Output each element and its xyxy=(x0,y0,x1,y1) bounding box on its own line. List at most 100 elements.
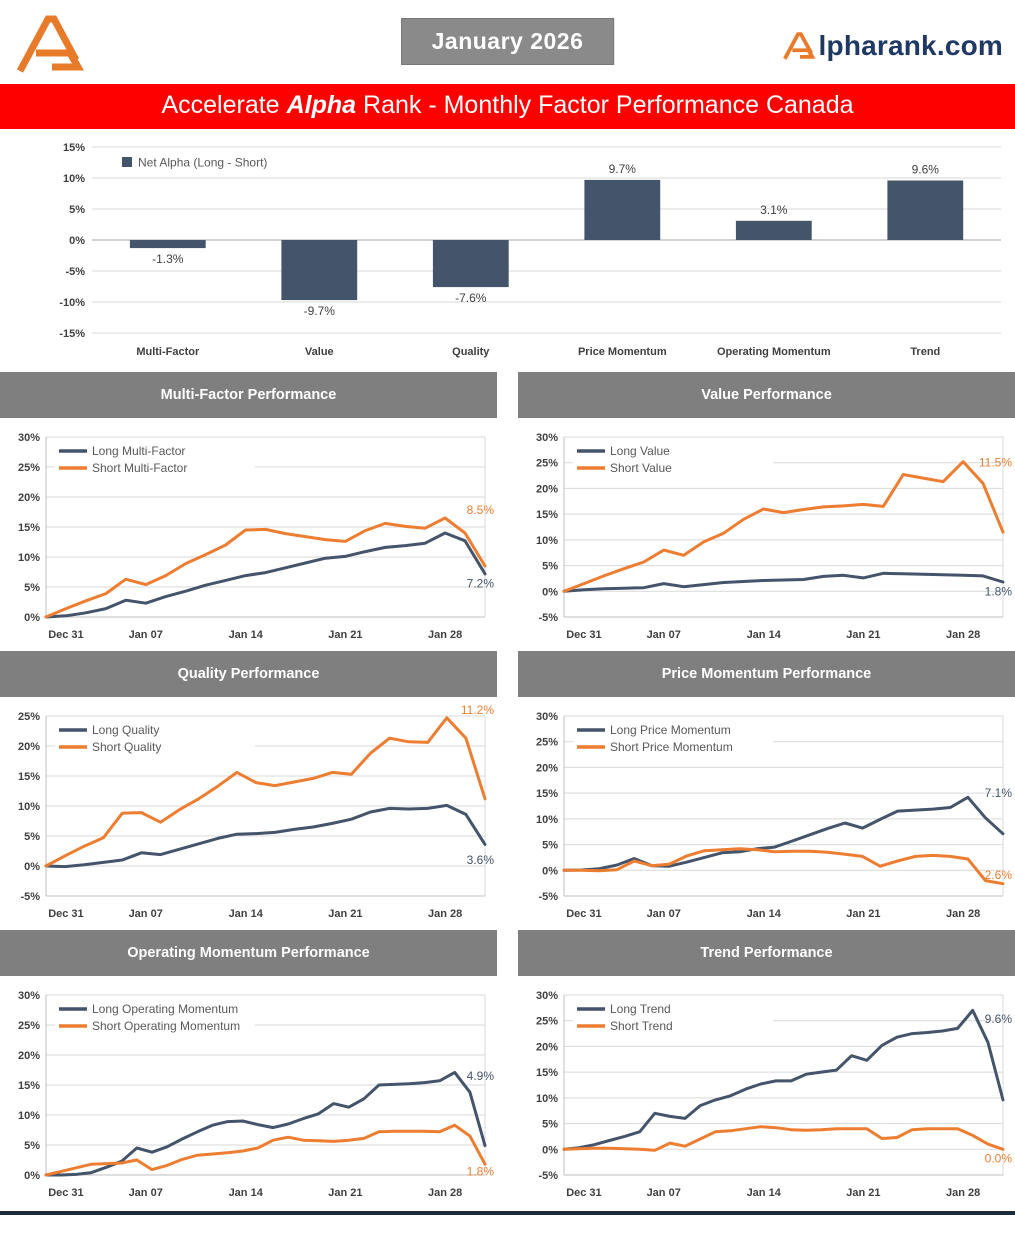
svg-text:30%: 30% xyxy=(536,432,558,444)
report-title-banner: Accelerate Alpha Rank - Monthly Factor Per… xyxy=(0,84,1015,129)
svg-text:25%: 25% xyxy=(536,737,558,749)
svg-text:Dec 31: Dec 31 xyxy=(48,1187,83,1199)
svg-text:10%: 10% xyxy=(536,535,558,547)
svg-text:5%: 5% xyxy=(542,561,558,573)
svg-text:Jan 07: Jan 07 xyxy=(129,908,163,920)
svg-text:20%: 20% xyxy=(18,741,40,753)
title-prefix: Accelerate xyxy=(161,91,280,119)
svg-text:15%: 15% xyxy=(536,509,558,521)
svg-text:-9.7%: -9.7% xyxy=(304,304,336,318)
svg-text:0%: 0% xyxy=(24,861,40,873)
net-alpha-section: -15% -10% -5% 0% 5% 10% 15% -1.3% Multi-Factor -9… xyxy=(0,129,1015,368)
svg-text:Short Price Momentum: Short Price Momentum xyxy=(610,740,733,754)
svg-text:10%: 10% xyxy=(536,814,558,826)
svg-text:-5%: -5% xyxy=(538,891,558,903)
footer-rule xyxy=(0,1211,1015,1215)
svg-text:Value: Value xyxy=(305,346,334,358)
operating-momentum-line-chart: 0% 5% 10% 15% 20% 25% 30% Dec 31 Jan 07 Jan 14 Jan… xyxy=(18,990,495,1199)
svg-text:Quality: Quality xyxy=(452,346,490,358)
svg-text:Jan 21: Jan 21 xyxy=(328,908,362,920)
svg-text:Jan 28: Jan 28 xyxy=(428,1187,462,1199)
svg-text:10%: 10% xyxy=(18,801,40,813)
svg-text:Jan 14: Jan 14 xyxy=(229,1187,264,1199)
svg-text:Jan 07: Jan 07 xyxy=(647,629,681,641)
price-momentum-chart-cell: Price Momentum Performance -5% 0% 5% 10% 15%… xyxy=(518,651,1015,926)
svg-text:Dec 31: Dec 31 xyxy=(566,1187,601,1199)
title-suffix: Rank - Monthly Factor Performance Canada xyxy=(363,91,854,119)
svg-text:Jan 14: Jan 14 xyxy=(747,629,782,641)
svg-text:Long Trend: Long Trend xyxy=(610,1002,671,1016)
svg-text:11.5%: 11.5% xyxy=(979,456,1012,470)
svg-text:9.6%: 9.6% xyxy=(985,1012,1013,1026)
svg-text:Long Price Momentum: Long Price Momentum xyxy=(610,723,731,737)
svg-text:0%: 0% xyxy=(542,865,558,877)
svg-text:5%: 5% xyxy=(24,582,40,594)
svg-text:Short Operating Momentum: Short Operating Momentum xyxy=(92,1019,240,1033)
svg-text:Jan 14: Jan 14 xyxy=(229,908,264,920)
svg-text:25%: 25% xyxy=(536,458,558,470)
svg-text:5%: 5% xyxy=(542,840,558,852)
svg-text:Jan 07: Jan 07 xyxy=(129,1187,163,1199)
svg-text:Jan 21: Jan 21 xyxy=(846,629,880,641)
svg-text:Jan 28: Jan 28 xyxy=(946,908,980,920)
svg-text:3.6%: 3.6% xyxy=(467,853,495,867)
svg-text:Jan 21: Jan 21 xyxy=(328,629,362,641)
multi-factor-chart-title: Multi-Factor Performance xyxy=(0,372,497,418)
svg-text:15%: 15% xyxy=(536,788,558,800)
quality-line-chart: -5% 0% 5% 10% 15% 20% 25% Dec 31 Jan 07 Jan 14 Jan… xyxy=(18,703,495,920)
svg-text:Long Multi-Factor: Long Multi-Factor xyxy=(92,444,185,458)
net-alpha-bar-chart: -15% -10% -5% 0% 5% 10% 15% -1.3% Multi-Factor -9… xyxy=(59,142,1001,358)
svg-text:-1.3%: -1.3% xyxy=(152,252,184,266)
price-momentum-chart-title: Price Momentum Performance xyxy=(518,651,1015,697)
svg-text:Jan 28: Jan 28 xyxy=(946,1187,980,1199)
svg-text:Price Momentum: Price Momentum xyxy=(578,346,667,358)
title-emphasis: Alpha xyxy=(286,91,357,119)
svg-text:Dec 31: Dec 31 xyxy=(566,629,601,641)
operating-momentum-chart-title: Operating Momentum Performance xyxy=(0,930,497,976)
svg-text:Long Operating Momentum: Long Operating Momentum xyxy=(92,1002,238,1016)
svg-text:Net Alpha (Long - Short): Net Alpha (Long - Short) xyxy=(138,156,267,170)
svg-text:Jan 28: Jan 28 xyxy=(428,629,462,641)
svg-text:20%: 20% xyxy=(18,492,40,504)
svg-text:25%: 25% xyxy=(18,711,40,723)
svg-text:Short Multi-Factor: Short Multi-Factor xyxy=(92,461,187,475)
svg-text:30%: 30% xyxy=(536,990,558,1002)
svg-text:0%: 0% xyxy=(542,586,558,598)
report-date-badge: January 2026 xyxy=(400,18,615,65)
alpharank-a-icon xyxy=(782,32,816,60)
accelerate-logo-icon xyxy=(12,13,88,80)
svg-text:0%: 0% xyxy=(24,1170,40,1182)
multi-factor-line-chart: 0% 5% 10% 15% 20% 25% 30% Dec 31 Jan 07 Jan 14 Jan… xyxy=(18,432,495,641)
svg-text:10%: 10% xyxy=(18,552,40,564)
svg-text:15%: 15% xyxy=(536,1067,558,1079)
svg-text:20%: 20% xyxy=(536,762,558,774)
svg-text:Operating Momentum: Operating Momentum xyxy=(717,346,831,358)
svg-text:0%: 0% xyxy=(542,1144,558,1156)
svg-text:Long Quality: Long Quality xyxy=(92,723,159,737)
svg-text:-5%: -5% xyxy=(20,891,40,903)
svg-text:30%: 30% xyxy=(536,711,558,723)
svg-text:Jan 14: Jan 14 xyxy=(747,1187,782,1199)
quality-chart-title: Quality Performance xyxy=(0,651,497,697)
svg-text:10%: 10% xyxy=(18,1110,40,1122)
svg-text:Jan 21: Jan 21 xyxy=(846,908,880,920)
svg-text:15%: 15% xyxy=(18,771,40,783)
svg-text:5%: 5% xyxy=(542,1119,558,1131)
quality-chart-cell: Quality Performance -5% 0% 5% 10% 15% 20% 25% D… xyxy=(0,651,497,926)
svg-text:Multi-Factor: Multi-Factor xyxy=(136,346,200,358)
svg-text:Long Value: Long Value xyxy=(610,444,670,458)
svg-text:20%: 20% xyxy=(536,483,558,495)
svg-text:Dec 31: Dec 31 xyxy=(48,629,83,641)
svg-text:1.8%: 1.8% xyxy=(467,1164,495,1178)
trend-chart-title: Trend Performance xyxy=(518,930,1015,976)
value-chart-cell: Value Performance -5% 0% 5% 10% 15% 20% 25% 30%… xyxy=(518,372,1015,647)
svg-text:Jan 07: Jan 07 xyxy=(129,629,163,641)
svg-text:8.5%: 8.5% xyxy=(467,503,495,517)
svg-text:-15%: -15% xyxy=(59,328,85,340)
svg-text:Jan 07: Jan 07 xyxy=(647,908,681,920)
trend-chart-cell: Trend Performance -5% 0% 5% 10% 15% 20% 25% 30%… xyxy=(518,930,1015,1205)
svg-text:-5%: -5% xyxy=(538,612,558,624)
svg-text:Short Value: Short Value xyxy=(610,461,672,475)
svg-text:1.8%: 1.8% xyxy=(985,584,1013,598)
svg-text:Jan 07: Jan 07 xyxy=(647,1187,681,1199)
